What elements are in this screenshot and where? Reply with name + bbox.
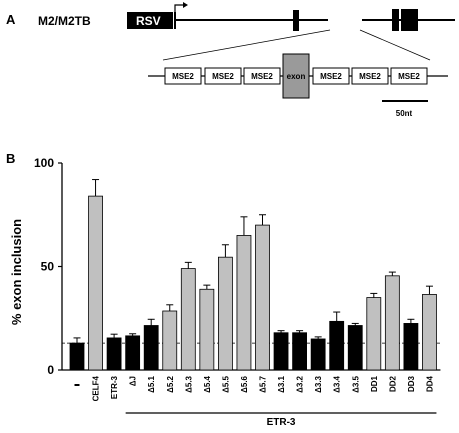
scale-bar-label: 50nt [396, 109, 413, 118]
mse2-label-downstream-3: MSE2 [398, 72, 420, 81]
mse2-label-upstream-2: MSE2 [212, 72, 234, 81]
rsv-promoter-label: RSV [136, 14, 161, 28]
exon-label: exon [287, 72, 306, 81]
category-label: Δ5.1 [147, 375, 156, 392]
bar [422, 294, 437, 371]
category-label: ETR-3 [110, 375, 119, 399]
exon-box [282, 53, 310, 99]
transcription-start-arrow [174, 4, 183, 12]
mse2-label-downstream-2: MSE2 [359, 72, 381, 81]
category-label: Δ5.7 [259, 375, 268, 392]
category-label: DD2 [388, 375, 397, 392]
category-label: - [73, 376, 82, 379]
bar [384, 275, 400, 371]
category-label: Δ5.4 [203, 375, 212, 392]
downstream-exon-block-1 [392, 9, 399, 31]
category-label: Δ5.2 [166, 375, 175, 392]
group-label: ETR-3 [267, 417, 296, 428]
mse2-box-downstream-2 [351, 67, 389, 85]
bar [403, 323, 419, 371]
bar [199, 288, 215, 371]
chart-bars [69, 179, 437, 371]
y-tick-label-100: 100 [34, 156, 54, 170]
bar [310, 338, 326, 371]
mse2-box-downstream-3 [390, 67, 428, 85]
bar [106, 337, 122, 371]
bar [88, 195, 103, 371]
bar [329, 320, 345, 371]
bar [125, 335, 141, 371]
mse2-box-upstream-2 [204, 67, 242, 85]
chart-category-labels: - CELF4 ETR-3 ΔJ Δ5.1 Δ5.2 Δ5.3 Δ5.4 Δ5.5 Δ5.6 Δ5.… [73, 375, 437, 428]
bar [180, 268, 196, 371]
category-label: DD1 [370, 375, 379, 392]
bar [217, 256, 233, 371]
zoom-line-left [162, 29, 331, 61]
downstream-exon-block-2 [401, 9, 418, 31]
category-label: Δ3.4 [333, 375, 342, 392]
bar [236, 235, 252, 371]
bar [162, 310, 178, 371]
category-label: DD4 [425, 375, 434, 392]
category-label: Δ5.3 [184, 375, 193, 392]
category-label: Δ5.5 [221, 375, 230, 392]
category-label: Δ3.3 [314, 375, 323, 392]
construct-name: M2/M2TB [38, 14, 91, 28]
mse2-box-downstream-1 [312, 67, 350, 85]
y-tick-label-50: 50 [41, 260, 55, 274]
transcription-start-arrowhead [183, 2, 188, 8]
bar [347, 325, 363, 371]
bar [143, 325, 159, 371]
promoter-marker [174, 12, 176, 29]
category-label: DD3 [407, 375, 416, 392]
mse2-label-downstream-1: MSE2 [320, 72, 342, 81]
category-label: Δ3.2 [296, 375, 305, 392]
category-label: Δ3.5 [351, 375, 360, 392]
mse2-box-upstream-3 [243, 67, 281, 85]
bar [255, 224, 270, 371]
bar [69, 342, 85, 371]
mse2-label-upstream-1: MSE2 [172, 72, 194, 81]
panel-b-label: B [6, 151, 15, 166]
bar [273, 332, 289, 371]
rsv-promoter-box [127, 12, 173, 29]
y-tick-label-0: 0 [47, 363, 54, 377]
category-label: ΔJ [129, 376, 138, 386]
bar [366, 297, 382, 371]
panel-a-label: A [6, 12, 16, 27]
bar [292, 332, 308, 371]
zoom-line-right [359, 29, 431, 61]
category-label: Δ3.1 [277, 375, 286, 392]
y-axis-label: % exon inclusion [9, 219, 24, 325]
alternative-exon-block [293, 10, 299, 31]
category-label: Δ5.6 [240, 375, 249, 392]
mse2-box-upstream-1 [164, 67, 202, 85]
mse2-label-upstream-3: MSE2 [251, 72, 273, 81]
category-label: CELF4 [92, 375, 101, 401]
